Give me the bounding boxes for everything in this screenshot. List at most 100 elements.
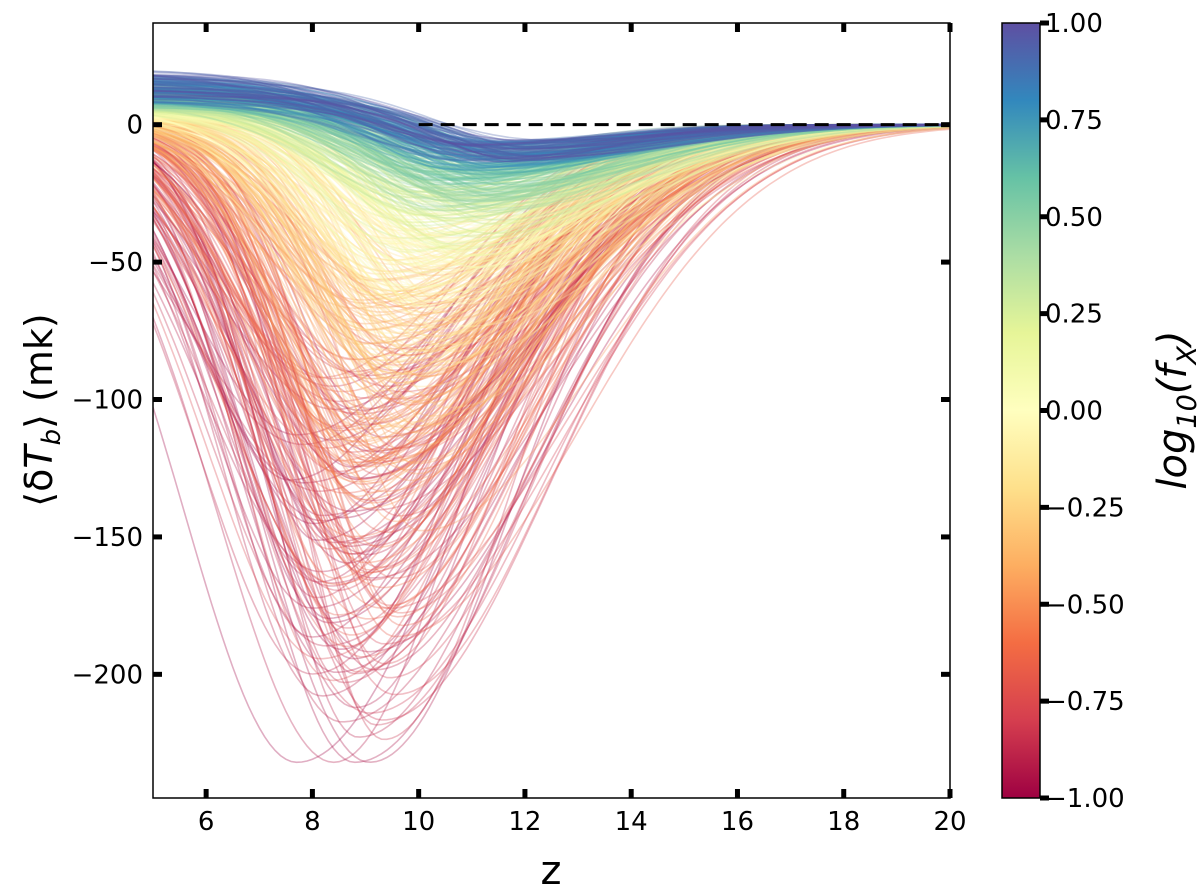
series-curve bbox=[153, 108, 950, 170]
y-tick-label: −100 bbox=[72, 386, 143, 416]
series-curve bbox=[153, 124, 950, 280]
series-curve bbox=[153, 92, 950, 206]
series-curve bbox=[153, 99, 950, 176]
series-curve bbox=[153, 86, 950, 169]
series-curve bbox=[153, 109, 950, 211]
colorbar-tick-label: −0.25 bbox=[1045, 493, 1125, 523]
y-tick-label: −200 bbox=[72, 660, 143, 690]
series-curve bbox=[153, 102, 950, 153]
series-curve bbox=[153, 125, 950, 468]
series-curve bbox=[153, 92, 950, 147]
series-curve bbox=[153, 123, 950, 741]
series-curve bbox=[153, 124, 950, 326]
series-curve bbox=[153, 120, 950, 367]
series-curve bbox=[153, 81, 950, 161]
series-curve bbox=[153, 102, 950, 247]
series-curve bbox=[153, 95, 950, 176]
y-tick-label: −50 bbox=[88, 248, 143, 278]
series-curve bbox=[153, 117, 950, 304]
series-curve bbox=[153, 108, 950, 263]
series-curve bbox=[153, 124, 950, 465]
series-curve bbox=[153, 124, 950, 660]
series-curve bbox=[153, 86, 950, 152]
x-tick-label: 14 bbox=[615, 807, 648, 837]
series-curve bbox=[153, 124, 950, 421]
series-curve bbox=[153, 104, 950, 223]
series-curve bbox=[153, 102, 950, 180]
series-curve bbox=[153, 111, 950, 215]
series-curve bbox=[153, 124, 950, 339]
series-curve bbox=[153, 124, 950, 587]
series-curve bbox=[153, 93, 950, 170]
series-curve bbox=[153, 117, 950, 303]
series-curve bbox=[153, 88, 950, 174]
series-curve bbox=[153, 118, 950, 237]
series-curve bbox=[153, 108, 950, 207]
series-curve bbox=[153, 97, 950, 202]
series-curve bbox=[153, 124, 950, 629]
series-curve bbox=[153, 124, 950, 339]
series-curve bbox=[153, 126, 950, 460]
series-curve bbox=[153, 86, 950, 170]
series-curve bbox=[153, 124, 950, 435]
x-axis-label: z bbox=[541, 848, 562, 894]
series-curve bbox=[153, 124, 950, 281]
series-curve bbox=[153, 102, 950, 184]
colorbar-tick-label: 0.75 bbox=[1045, 106, 1103, 136]
series-curve bbox=[153, 111, 950, 210]
series-curve bbox=[153, 124, 950, 540]
series-curve bbox=[153, 124, 950, 523]
series-curve bbox=[153, 121, 950, 363]
series-curve bbox=[153, 112, 950, 257]
colorbar-label: log10(fX) bbox=[1150, 330, 1200, 489]
series-curve bbox=[153, 113, 950, 262]
y-axis-label: ⟨δTb⟩ (mk) bbox=[17, 313, 67, 506]
series-curve bbox=[153, 87, 950, 162]
series-curve bbox=[153, 120, 950, 329]
series-curve bbox=[153, 118, 950, 392]
series-curve bbox=[153, 105, 950, 221]
series-curve bbox=[153, 124, 950, 366]
series-curve bbox=[153, 124, 950, 426]
series-curve bbox=[153, 95, 950, 197]
series-curve bbox=[153, 123, 950, 406]
curves-layer bbox=[153, 70, 950, 764]
series-curve bbox=[153, 124, 950, 675]
series-curve bbox=[153, 111, 950, 253]
series-curve bbox=[153, 109, 950, 211]
series-curve bbox=[153, 100, 950, 155]
series-curve bbox=[153, 99, 950, 209]
series-curve bbox=[153, 93, 950, 149]
series-curve bbox=[153, 106, 950, 156]
series-curve bbox=[153, 90, 950, 212]
series-curve bbox=[153, 126, 950, 653]
series-curve bbox=[153, 118, 950, 388]
series-curve bbox=[153, 124, 950, 387]
series-curve bbox=[153, 89, 950, 155]
series-curve bbox=[153, 127, 950, 610]
series-curve bbox=[153, 105, 950, 216]
series-curve bbox=[153, 124, 950, 316]
series-curve bbox=[153, 124, 950, 345]
series-curve bbox=[153, 124, 950, 464]
series-curve bbox=[153, 93, 950, 203]
series-curve bbox=[153, 76, 950, 150]
series-curve bbox=[153, 79, 950, 172]
series-curve bbox=[153, 96, 950, 169]
series-curve bbox=[153, 93, 950, 175]
series-curve bbox=[153, 124, 950, 310]
series-curve bbox=[153, 124, 950, 738]
series-curve bbox=[153, 124, 950, 764]
x-tick-label: 10 bbox=[402, 807, 435, 837]
series-curve bbox=[153, 100, 950, 221]
series-curve bbox=[153, 91, 950, 160]
series-curve bbox=[153, 75, 950, 160]
series-curve bbox=[153, 118, 950, 307]
series-curve bbox=[153, 109, 950, 249]
series-curve bbox=[153, 124, 950, 697]
series-curve bbox=[153, 124, 950, 542]
series-curve bbox=[153, 98, 950, 166]
series-curve bbox=[153, 122, 950, 300]
series-curve bbox=[153, 124, 950, 429]
series-curve bbox=[153, 125, 950, 350]
